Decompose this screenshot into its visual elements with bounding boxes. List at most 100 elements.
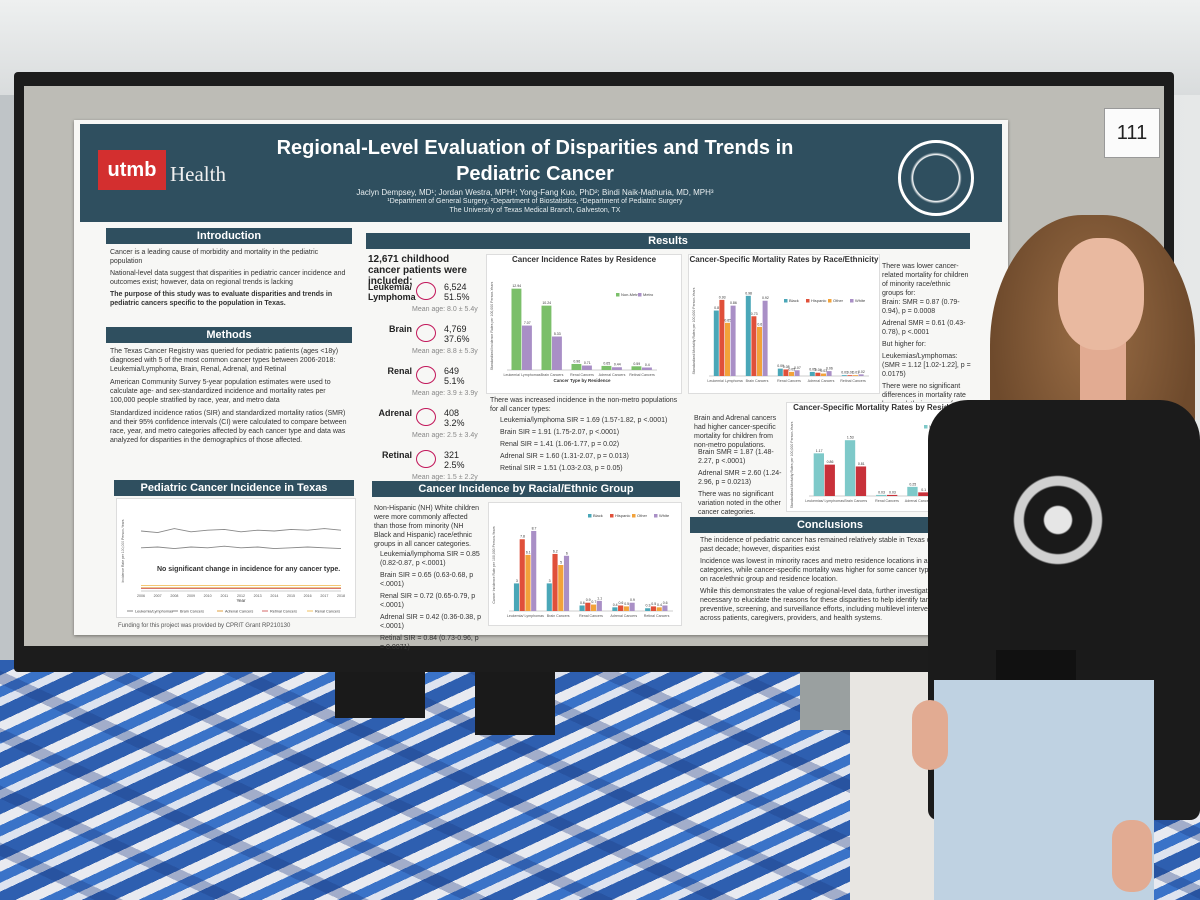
chart-title: Cancer Incidence Rates by Residence: [511, 255, 657, 264]
race-mortality-chart: Cancer-Specific Mortality Rates by Race/…: [688, 254, 880, 394]
cancer-name: Leukemia/ Lymphoma: [368, 282, 416, 302]
legend-label: Hispanic: [615, 513, 630, 518]
tick-label: Renal Cancers: [875, 499, 899, 503]
tick-label: 2012: [237, 594, 245, 598]
x-axis-label: Cancer Type by Residence: [554, 378, 611, 383]
data-label: 0.07: [794, 366, 801, 370]
tick-label: Brain Cancers: [844, 499, 867, 503]
trend-heading: Pediatric Cancer Incidence in Texas: [114, 480, 354, 496]
list-item: Adrenal SMR = 2.60 (1.24-2.96, p = 0.021…: [698, 470, 782, 486]
results-heading: Results: [366, 233, 970, 249]
legend-label: Brain Cancers: [180, 610, 204, 614]
data-label: 0.65: [724, 318, 731, 322]
data-label: 3: [549, 579, 551, 583]
data-label: 0.3: [646, 604, 651, 608]
aap-seal-icon: [898, 140, 974, 216]
bar: [631, 366, 642, 370]
data-label: 0.92: [762, 296, 769, 300]
race-sir-list: Leukemia/lymphoma SIR = 0.85 (0.82-0.87,…: [380, 550, 484, 655]
cancer-pct: 2.5%: [444, 460, 465, 470]
cancer-pct: 3.2%: [444, 418, 465, 428]
data-label: 12.94: [512, 284, 521, 288]
list-item: Retinal SIR = 1.51 (1.03-2.03, p = 0.05): [500, 465, 623, 472]
methods-bullet: Standardized incidence ratios (SIR) and …: [110, 410, 347, 444]
attendee-legs: [475, 660, 555, 735]
bar: [642, 367, 652, 370]
bar: [591, 604, 597, 611]
poster-title-line2: Pediatric Cancer: [456, 163, 614, 185]
list-item: Brain SIR = 1.91 (1.75-2.07, p <.0001): [500, 429, 620, 436]
legend-swatch: [828, 299, 832, 303]
bar: [853, 375, 858, 376]
bar: [719, 299, 725, 376]
legend-swatch: [610, 514, 614, 518]
data-label: 0.96: [573, 359, 580, 363]
cancer-age: Mean age: 3.9 ± 3.9y: [412, 390, 478, 397]
bar: [907, 486, 918, 496]
presenter-belt: [996, 650, 1076, 680]
introduction-heading: Introduction: [106, 228, 352, 244]
data-label: 0.7: [591, 600, 596, 604]
bar: [783, 369, 789, 376]
leukemia-icon: [416, 282, 436, 300]
residence-incidence-svg: 12.94 7.07 Leukemia/ Lymphomas 10.24 5.33 Bra…: [490, 282, 657, 383]
bar: [887, 494, 898, 496]
data-label: 10.24: [542, 301, 551, 305]
legend-label: Other: [637, 513, 648, 518]
bar: [546, 583, 552, 611]
bar: [713, 310, 719, 376]
introduction-bullet: The purpose of this study was to evaluat…: [110, 291, 333, 307]
bar: [809, 371, 815, 376]
bar: [552, 336, 562, 370]
list-item: Brain SIR = 0.65 (0.63-0.68, p <.0001): [380, 572, 474, 588]
bar: [582, 365, 592, 370]
residence-mortality-items: Brain SMR = 1.87 (1.48-2.27, p <.0001) Ad…: [698, 448, 782, 520]
legend-label: Black: [789, 298, 799, 303]
bar: [757, 326, 762, 376]
cancer-age: Mean age: 8.0 ± 5.4y: [412, 306, 478, 313]
race-mortality-svg: 0.8 0.93 0.65 0.86 Leukemia/ Lymphoma 0.98 0.7…: [692, 287, 869, 383]
bar: [596, 600, 602, 611]
tick-label: Adrenal Cancers: [610, 614, 637, 618]
bar: [519, 539, 525, 611]
data-label: 1.17: [816, 449, 823, 453]
data-label: 0.06: [826, 367, 833, 371]
data-label: 1.1: [597, 596, 602, 600]
legend-label: Black: [593, 513, 603, 518]
list-item: Retinal SIR = 0.84 (0.73-0.96, p = 0.007…: [380, 635, 479, 651]
data-label: 0.65: [603, 361, 610, 365]
legend-label: White: [659, 513, 670, 518]
cancer-name: Brain: [388, 324, 412, 334]
data-label: 0.86: [827, 460, 834, 464]
bar: [847, 375, 853, 376]
bar: [762, 300, 768, 376]
bar: [815, 372, 821, 376]
cancer-row: Leukemia/ Lymphoma 6,524 51.5% Mean age: 8.…: [368, 282, 480, 324]
tick-label: Leukemia/ Lymphoma: [707, 379, 742, 383]
cancer-count: 4,769: [444, 324, 467, 334]
data-label: 0.03: [889, 490, 896, 494]
cancer-row: Retinal 321 2.5% Mean age: 1.5 ± 2.2y: [368, 450, 480, 492]
utmb-logo: utmb: [98, 150, 166, 190]
bar: [789, 371, 794, 376]
y-axis-label: Cancer Incidence Rate per 100,000 Person…: [492, 526, 496, 604]
bar: [821, 373, 826, 376]
data-label: 0.59: [633, 362, 640, 366]
list-item: But higher for:: [882, 341, 926, 348]
tick-label: Adrenal Cancers: [905, 499, 932, 503]
methods-heading: Methods: [106, 327, 352, 343]
data-label: 0.6: [757, 322, 762, 326]
bar: [650, 606, 656, 611]
conclusion-bullet: The incidence of pediatric cancer has re…: [700, 537, 958, 553]
bar: [751, 316, 757, 376]
presenter-left-hand: [912, 700, 948, 770]
bar: [777, 368, 783, 376]
cancer-count: 321: [444, 450, 460, 460]
bar: [662, 605, 668, 611]
y-axis-label: Standardized Incidence Rates per 100,000…: [490, 282, 494, 371]
data-label: 0.86: [730, 301, 737, 305]
utmb-logo-suffix: Health: [170, 162, 226, 186]
bar: [824, 464, 835, 496]
data-label: 0.71: [584, 361, 591, 365]
bar: [579, 605, 585, 611]
